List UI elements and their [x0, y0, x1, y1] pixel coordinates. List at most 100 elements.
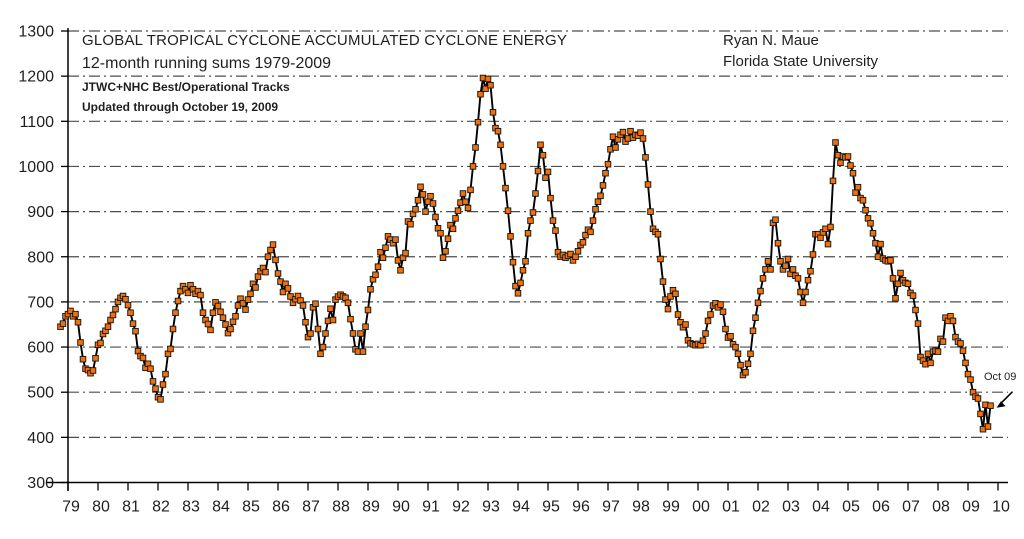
x-tick-label: 05 [842, 499, 860, 516]
data-point-marker [967, 376, 974, 383]
data-point-marker [844, 153, 852, 160]
data-point-marker [344, 299, 352, 307]
data-point-marker [152, 385, 159, 392]
y-tick-label: 1300 [18, 24, 54, 41]
data-point-marker [427, 192, 434, 200]
data-point-marker [374, 263, 382, 270]
data-point-marker [314, 325, 322, 333]
data-point-marker [682, 321, 689, 328]
data-point-marker [462, 198, 469, 205]
data-point-marker [419, 191, 427, 198]
data-point-marker [262, 268, 269, 276]
data-point-marker [302, 318, 309, 326]
data-point-marker [327, 305, 334, 312]
data-point-marker [319, 343, 327, 351]
x-tick-label: 97 [602, 499, 620, 516]
data-point-marker [284, 285, 292, 292]
data-point-marker [599, 182, 607, 189]
data-point-marker [209, 309, 217, 316]
x-tick-label: 80 [92, 499, 110, 516]
data-point-marker [657, 255, 664, 263]
data-point-marker [199, 309, 207, 316]
data-point-marker [59, 320, 67, 327]
data-point-marker [544, 168, 552, 176]
data-point-marker [804, 276, 812, 284]
data-point-marker [837, 159, 844, 167]
data-point-marker [279, 288, 287, 296]
data-point-marker [754, 299, 762, 307]
x-tick-label: 92 [452, 499, 470, 516]
data-point-marker [159, 381, 167, 388]
data-point-marker [222, 321, 229, 328]
data-point-marker [524, 230, 532, 237]
data-point-marker [122, 295, 129, 303]
data-point-marker [984, 423, 992, 430]
data-point-marker [439, 254, 447, 261]
data-point-marker [207, 326, 214, 334]
data-point-marker [912, 306, 919, 314]
y-tick-label: 900 [27, 204, 54, 221]
data-point-marker [474, 118, 482, 126]
data-point-marker [904, 280, 912, 288]
data-point-marker [927, 359, 934, 367]
annotation-arrow-line [999, 391, 1014, 405]
data-point-marker [977, 410, 984, 418]
data-point-marker [412, 206, 419, 213]
data-point-marker [817, 234, 824, 242]
data-point-marker [329, 316, 337, 324]
data-point-marker [604, 160, 612, 168]
data-point-marker [487, 81, 494, 89]
data-point-marker [254, 273, 262, 280]
data-point-marker [392, 236, 399, 243]
data-point-marker [654, 230, 662, 238]
data-point-marker [959, 347, 967, 354]
annotation-arrow-head [996, 401, 1006, 408]
data-point-marker [494, 127, 502, 135]
data-point-marker [272, 256, 279, 264]
data-point-marker [507, 233, 514, 240]
data-point-marker [459, 190, 467, 197]
data-point-marker [264, 253, 272, 260]
data-point-marker [127, 309, 134, 316]
data-point-marker [847, 162, 854, 169]
data-point-marker [454, 207, 462, 214]
data-point-marker [157, 396, 164, 403]
data-point-marker [139, 354, 147, 362]
data-point-marker [429, 200, 437, 207]
data-point-marker [364, 306, 372, 314]
y-tick-label: 600 [27, 340, 54, 357]
data-point-marker [827, 223, 834, 231]
y-tick-label: 800 [27, 249, 54, 266]
x-tick-label: 91 [422, 499, 440, 516]
data-point-marker [809, 251, 817, 258]
data-point-marker [437, 230, 444, 237]
data-point-marker [742, 369, 749, 376]
data-point-marker [597, 192, 604, 200]
data-point-marker [777, 258, 784, 265]
data-point-marker [197, 291, 204, 299]
chart-subtitle: 12-month running sums 1979-2009 [82, 55, 332, 72]
data-point-marker [367, 286, 374, 293]
data-point-marker [109, 311, 117, 319]
data-point-marker [449, 225, 457, 233]
data-point-marker [484, 75, 492, 83]
data-point-marker [572, 253, 579, 260]
data-point-marker [737, 361, 744, 369]
data-point-marker [522, 258, 529, 265]
data-point-marker [167, 345, 174, 353]
x-tick-label: 87 [302, 499, 320, 516]
data-point-marker [887, 257, 894, 264]
data-point-marker [807, 267, 814, 275]
data-point-marker [402, 249, 409, 257]
chart-title: GLOBAL TROPICAL CYCLONE ACCUMULATED CYCL… [82, 32, 568, 49]
data-point-marker [744, 360, 752, 368]
data-point-marker [587, 228, 594, 236]
data-point-marker [889, 275, 897, 282]
data-point-marker [77, 339, 84, 346]
data-point-marker [759, 275, 767, 282]
data-point-marker [92, 355, 99, 362]
data-point-marker [149, 378, 157, 385]
x-tick-label: 09 [962, 499, 980, 516]
data-point-marker [397, 267, 404, 274]
